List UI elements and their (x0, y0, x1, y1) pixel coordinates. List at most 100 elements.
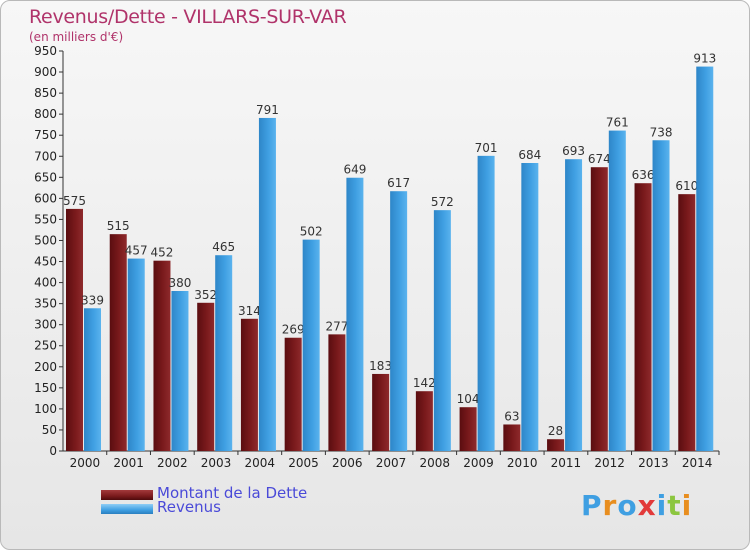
x-tick-label: 2006 (332, 456, 363, 470)
y-tick-label: 350 (34, 297, 57, 311)
data-label-revenus: 693 (562, 144, 585, 158)
y-tick-label: 150 (34, 381, 57, 395)
data-label-dette: 269 (282, 323, 305, 337)
bar-dette (66, 208, 83, 451)
y-tick-label: 0 (49, 444, 57, 458)
bar-dette (590, 167, 608, 452)
x-tick-label: 2004 (245, 456, 276, 470)
logo-letter: r (602, 489, 618, 522)
bar-dette (459, 407, 477, 451)
y-tick-label: 900 (34, 65, 57, 79)
bar-dette (547, 439, 565, 451)
bar-revenus (84, 308, 101, 451)
y-tick-label: 850 (34, 86, 57, 100)
x-tick-label: 2000 (70, 456, 101, 470)
logo-letter: x (637, 489, 657, 522)
bar-dette (372, 373, 390, 451)
bar-dette (503, 424, 521, 451)
data-label-dette: 28 (548, 424, 563, 438)
data-label-dette: 515 (107, 219, 130, 233)
chart-subtitle: (en milliers d'€) (29, 30, 124, 44)
legend-label-revenus: Revenus (157, 498, 221, 516)
y-tick-label: 400 (34, 276, 57, 290)
x-tick-label: 2014 (682, 456, 713, 470)
data-label-revenus: 684 (518, 148, 541, 162)
x-tick-label: 2008 (419, 456, 450, 470)
bar-revenus (521, 163, 539, 451)
bar-revenus (127, 258, 145, 451)
bar-dette (240, 318, 258, 451)
bar-revenus (696, 66, 714, 451)
bar-dette (678, 194, 696, 451)
bar-revenus (258, 117, 276, 452)
y-tick-label: 50 (42, 423, 57, 437)
data-label-dette: 142 (413, 376, 436, 390)
x-tick-label: 2011 (551, 456, 582, 470)
data-label-dette: 104 (457, 392, 480, 406)
bar-revenus (171, 291, 189, 451)
bar-revenus (215, 255, 233, 451)
x-tick-label: 2002 (157, 456, 188, 470)
y-tick-label: 600 (34, 191, 57, 205)
data-label-dette: 277 (325, 319, 348, 333)
data-label-revenus: 502 (300, 225, 323, 239)
bar-revenus (565, 159, 583, 452)
bar-revenus (608, 130, 626, 451)
x-tick-label: 2012 (594, 456, 625, 470)
logo-letter: o (617, 489, 638, 522)
data-label-dette: 183 (369, 359, 392, 373)
y-tick-label: 700 (34, 149, 57, 163)
bar-dette (415, 391, 433, 451)
data-label-revenus: 791 (256, 103, 279, 117)
y-tick-label: 100 (34, 402, 57, 416)
y-tick-label: 250 (34, 339, 57, 353)
data-label-revenus: 701 (475, 141, 498, 155)
bar-revenus (477, 155, 495, 451)
y-tick-label: 200 (34, 360, 57, 374)
data-label-revenus: 339 (81, 293, 104, 307)
x-tick-label: 2013 (638, 456, 669, 470)
data-label-dette: 314 (238, 304, 261, 318)
bar-dette (197, 302, 215, 451)
data-label-revenus: 572 (431, 195, 454, 209)
logo-letter: i (656, 489, 668, 522)
y-tick-label: 800 (34, 107, 57, 121)
y-tick-label: 650 (34, 170, 57, 184)
bar-revenus (346, 177, 364, 451)
y-tick-label: 550 (34, 212, 57, 226)
y-tick-label: 750 (34, 128, 57, 142)
y-tick-label: 500 (34, 233, 57, 247)
bar-dette (634, 183, 652, 452)
data-label-dette: 674 (588, 152, 611, 166)
proxiti-logo: Proxiti (581, 489, 692, 522)
data-label-dette: 63 (504, 409, 519, 423)
bar-revenus (652, 140, 670, 451)
data-label-revenus: 761 (606, 116, 629, 130)
data-label-revenus: 913 (693, 52, 716, 66)
bar-revenus (390, 191, 408, 452)
bar-revenus (433, 210, 451, 451)
bar-dette (328, 334, 346, 451)
legend-swatch-revenus (101, 504, 153, 514)
data-label-dette: 610 (675, 179, 698, 193)
bar-dette (284, 337, 302, 451)
x-tick-label: 2010 (507, 456, 538, 470)
bar-dette (109, 234, 127, 451)
x-tick-label: 2005 (288, 456, 319, 470)
chart-title: Revenus/Dette - VILLARS-SUR-VAR (29, 6, 347, 28)
data-label-revenus: 457 (125, 244, 148, 258)
x-tick-label: 2007 (376, 456, 407, 470)
data-label-revenus: 649 (343, 163, 366, 177)
data-label-revenus: 380 (169, 276, 192, 290)
data-label-dette: 636 (632, 168, 655, 182)
logo-letter: t (667, 489, 682, 522)
legend-swatch-dette (101, 490, 153, 500)
data-label-dette: 575 (63, 194, 86, 208)
data-label-revenus: 738 (650, 125, 673, 139)
x-tick-label: 2001 (113, 456, 144, 470)
data-label-dette: 352 (194, 288, 217, 302)
bar-dette (153, 260, 171, 451)
x-tick-label: 2003 (201, 456, 232, 470)
logo-letter: i (681, 489, 693, 522)
logo-letter: P (581, 489, 603, 522)
